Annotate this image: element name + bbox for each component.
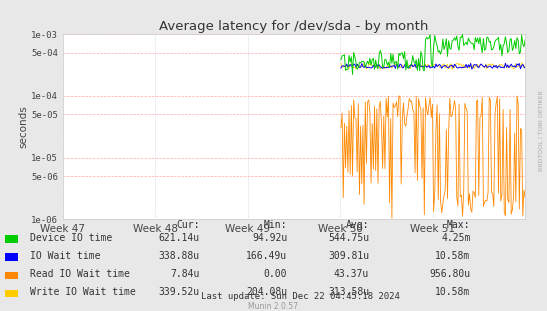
Text: Device IO time: Device IO time: [30, 233, 112, 243]
Text: 313.58u: 313.58u: [328, 287, 369, 297]
Text: 338.88u: 338.88u: [159, 251, 200, 261]
Text: Read IO Wait time: Read IO Wait time: [30, 269, 130, 279]
Text: RRDTOOL / TOBI OETIKER: RRDTOOL / TOBI OETIKER: [538, 90, 543, 171]
Text: 544.75u: 544.75u: [328, 233, 369, 243]
Text: Min:: Min:: [264, 220, 287, 230]
Text: Munin 2.0.57: Munin 2.0.57: [248, 302, 299, 311]
Text: Last update: Sun Dec 22 04:45:18 2024: Last update: Sun Dec 22 04:45:18 2024: [201, 292, 400, 301]
Text: 4.25m: 4.25m: [441, 233, 470, 243]
Text: 956.80u: 956.80u: [429, 269, 470, 279]
Text: Max:: Max:: [447, 220, 470, 230]
Text: 339.52u: 339.52u: [159, 287, 200, 297]
Text: Write IO Wait time: Write IO Wait time: [30, 287, 136, 297]
Text: 10.58m: 10.58m: [435, 251, 470, 261]
Title: Average latency for /dev/sda - by month: Average latency for /dev/sda - by month: [159, 20, 429, 33]
Text: 10.58m: 10.58m: [435, 287, 470, 297]
Text: 166.49u: 166.49u: [246, 251, 287, 261]
Y-axis label: seconds: seconds: [19, 105, 28, 148]
Text: 7.84u: 7.84u: [170, 269, 200, 279]
Text: 43.37u: 43.37u: [334, 269, 369, 279]
Text: Cur:: Cur:: [176, 220, 200, 230]
Text: IO Wait time: IO Wait time: [30, 251, 101, 261]
Text: 204.08u: 204.08u: [246, 287, 287, 297]
Text: 0.00: 0.00: [264, 269, 287, 279]
Text: 621.14u: 621.14u: [159, 233, 200, 243]
Text: Avg:: Avg:: [346, 220, 369, 230]
Text: 94.92u: 94.92u: [252, 233, 287, 243]
Text: 309.81u: 309.81u: [328, 251, 369, 261]
